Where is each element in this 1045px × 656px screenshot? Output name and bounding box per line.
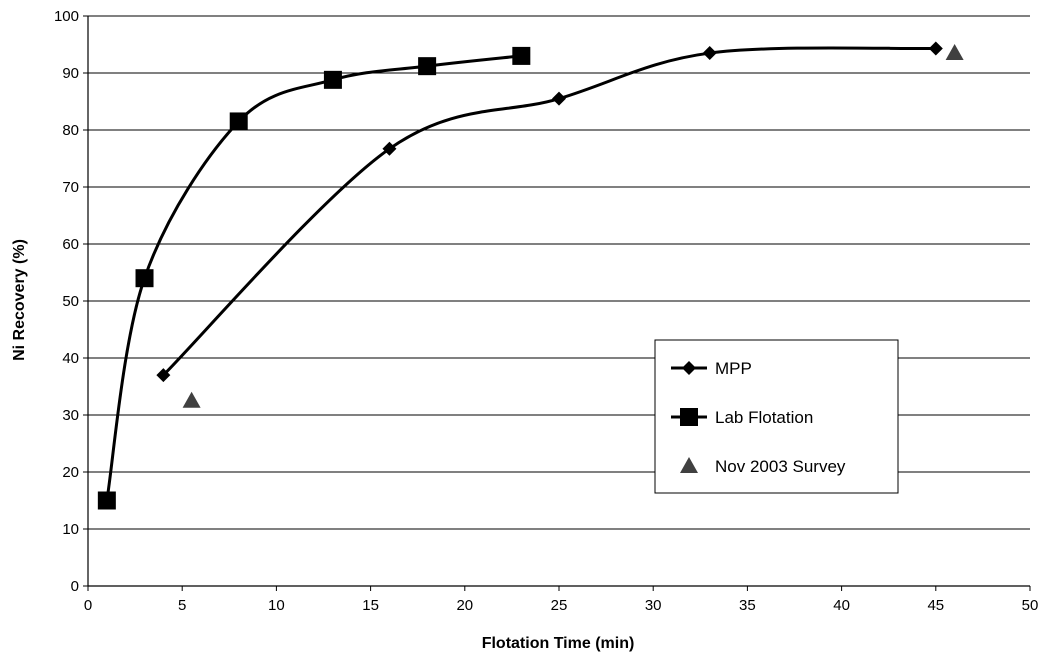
data-point-lab-flotation [229,112,248,131]
y-tick-label: 80 [62,122,79,139]
legend: MPP Lab Flotation Nov 2003 Survey [654,339,899,494]
y-tick-label: 70 [62,179,79,196]
data-point-lab-flotation [135,269,154,288]
legend-label: Lab Flotation [715,408,813,427]
legend-label: MPP [715,359,752,378]
x-tick-label: 20 [456,597,473,614]
y-axis-title: Ni Recovery (%) [11,239,28,361]
data-point-nov-2003-survey [182,391,201,408]
data-point-lab-flotation [418,57,437,76]
series-lab-flotation [97,46,531,510]
data-point-nov-2003-survey [945,44,964,61]
x-tick-labels: 0 5 10 15 20 25 30 35 40 45 50 [84,597,1039,614]
grid-lines [88,15,1030,530]
series-nov-2003-survey [182,44,964,408]
x-tick-label: 40 [833,597,850,614]
x-tick-label: 50 [1022,597,1039,614]
y-tick-label: 10 [62,521,79,538]
y-tick-label: 40 [62,350,79,367]
x-tick-label: 0 [84,597,92,614]
legend-marker [680,408,698,426]
series-line-mpp [162,46,936,377]
y-tick-label: 20 [62,464,79,481]
x-tick-label: 25 [551,597,568,614]
x-tick-label: 10 [268,597,285,614]
x-tick-label: 35 [739,597,756,614]
y-tick-label: 60 [62,236,79,253]
x-tick-label: 15 [362,597,379,614]
y-tick-label: 90 [62,65,79,82]
data-point-mpp [702,46,717,61]
series-layer [97,41,964,510]
x-tick-label: 5 [178,597,186,614]
axes [83,15,1031,591]
series-line-lab-flotation [105,54,522,501]
legend-item-mpp: MPP [671,359,752,378]
data-point-lab-flotation [512,46,531,65]
legend-marker [680,457,698,473]
legend-item-lab-flotation: Lab Flotation [671,408,813,427]
legend-item-nov-2003-survey: Nov 2003 Survey [680,457,846,476]
x-tick-label: 30 [645,597,662,614]
x-tick-label: 45 [927,597,944,614]
y-tick-label: 50 [62,293,79,310]
legend-label: Nov 2003 Survey [715,457,846,476]
y-tick-label: 30 [62,407,79,424]
y-tick-labels: 0 10 20 30 40 50 60 70 80 90 100 [54,8,79,595]
x-axis-title: Flotation Time (min) [482,635,635,652]
data-point-mpp [552,91,566,106]
data-point-mpp [928,41,943,56]
y-tick-label: 100 [54,8,79,25]
series-mpp [156,41,943,383]
data-point-lab-flotation [97,491,116,510]
legend-marker [682,361,696,375]
data-point-lab-flotation [323,70,342,89]
data-point-mpp [156,368,171,383]
y-tick-label: 0 [71,578,79,595]
data-point-mpp [382,141,397,156]
